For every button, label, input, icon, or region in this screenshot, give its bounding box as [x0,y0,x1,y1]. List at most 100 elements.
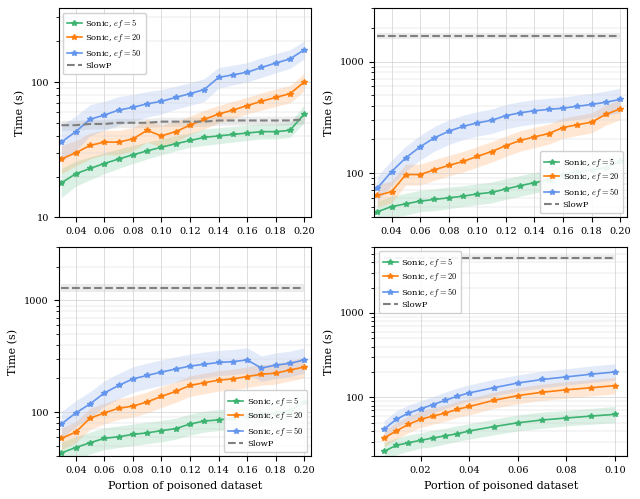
Sonic, $ef=20$ [143,127,151,133]
SlowP [157,119,165,125]
Sonic, $ef=50$ [531,108,538,114]
Line: Sonic, $ef=50$: Sonic, $ef=50$ [59,47,307,145]
SlowP [474,33,481,39]
Sonic, $ef=5$ [86,166,94,172]
Sonic, $ef=20$ [86,415,94,421]
Sonic, $ef=20$ [229,376,237,382]
Sonic, $ef=5$ [115,156,122,162]
Sonic, $ef=50$ [272,60,280,66]
Line: Sonic, $ef=5$: Sonic, $ef=5$ [381,412,618,454]
Sonic, $ef=50$ [559,105,567,111]
Sonic, $ef=50$ [300,47,308,53]
Sonic, $ef=5$ [602,165,610,171]
Sonic, $ef=5$ [459,193,467,199]
SlowP [200,285,208,291]
Sonic, $ef=50$ [214,359,222,365]
Sonic, $ef=50$ [538,376,546,382]
Sonic, $ef=20$ [115,139,122,145]
Sonic, $ef=20$ [559,125,567,131]
Line: Sonic, $ef=50$: Sonic, $ef=50$ [381,369,618,432]
Sonic, $ef=20$ [453,406,461,412]
Sonic, $ef=20$ [286,367,294,373]
Legend: Sonic, $ef=5$, Sonic, $ef=20$, Sonic, $ef=50$, SlowP: Sonic, $ef=5$, Sonic, $ef=20$, Sonic, $e… [378,251,461,313]
Sonic, $ef=5$ [611,411,619,417]
SlowP [229,285,237,291]
SlowP [229,117,237,123]
SlowP [404,255,412,261]
SlowP [538,255,546,261]
Sonic, $ef=50$ [257,365,265,371]
Sonic, $ef=20$ [257,371,265,377]
Sonic, $ef=50$ [229,359,237,365]
SlowP [373,33,381,39]
Sonic, $ef=5$ [229,415,237,421]
Sonic, $ef=5$ [172,426,180,432]
Sonic, $ef=50$ [143,372,151,378]
SlowP [380,255,388,261]
Sonic, $ef=20$ [417,416,424,422]
SlowP [402,33,410,39]
SlowP [300,116,308,122]
Sonic, $ef=50$ [392,416,400,422]
Sonic, $ef=50$ [129,104,137,110]
Sonic, $ef=50$ [243,69,251,75]
SlowP [58,122,65,128]
Line: Sonic, $ef=50$: Sonic, $ef=50$ [374,97,623,191]
Y-axis label: Time (s): Time (s) [8,329,19,375]
Sonic, $ef=20$ [157,133,165,139]
Sonic, $ef=5$ [143,430,151,436]
Y-axis label: Time (s): Time (s) [15,90,25,136]
SlowP [488,33,495,39]
SlowP [243,285,251,291]
Sonic, $ef=5$ [58,180,65,186]
Sonic, $ef=20$ [300,364,308,370]
Sonic, $ef=50$ [545,106,552,112]
SlowP [72,122,79,128]
SlowP [502,33,509,39]
Sonic, $ef=20$ [611,383,619,389]
Sonic, $ef=20$ [514,393,522,399]
Sonic, $ef=5$ [453,431,461,437]
Sonic, $ef=50$ [115,382,122,388]
Legend: Sonic, $ef=5$, Sonic, $ef=20$, Sonic, $ef=50$, SlowP: Sonic, $ef=5$, Sonic, $ef=20$, Sonic, $e… [540,151,623,213]
Sonic, $ef=50$ [502,113,509,119]
X-axis label: Portion of poisoned dataset: Portion of poisoned dataset [424,481,578,491]
Sonic, $ef=50$ [286,56,294,62]
Sonic, $ef=5$ [429,435,436,441]
Sonic, $ef=5$ [72,445,79,451]
Sonic, $ef=5$ [186,421,194,427]
SlowP [129,120,137,126]
Sonic, $ef=20$ [272,370,280,376]
Sonic, $ef=5$ [257,129,265,135]
Sonic, $ef=5$ [531,180,538,186]
Sonic, $ef=5$ [172,141,180,147]
Sonic, $ef=20$ [186,382,194,388]
SlowP [465,255,473,261]
Sonic, $ef=5$ [416,198,424,204]
Sonic, $ef=50$ [602,99,610,105]
Sonic, $ef=50$ [416,144,424,150]
Sonic, $ef=50$ [587,371,595,377]
Sonic, $ef=50$ [186,363,194,369]
Sonic, $ef=5$ [272,410,280,416]
SlowP [115,120,122,126]
Sonic, $ef=5$ [286,408,294,414]
Sonic, $ef=20$ [392,428,400,434]
Sonic, $ef=20$ [214,111,222,117]
SlowP [453,255,461,261]
Sonic, $ef=20$ [257,98,265,104]
SlowP [431,33,438,39]
Sonic, $ef=20$ [488,149,495,155]
Sonic, $ef=5$ [129,432,137,438]
Sonic, $ef=50$ [453,393,461,399]
Sonic, $ef=50$ [257,64,265,70]
SlowP [58,285,65,291]
SlowP [616,33,624,39]
SlowP [602,33,610,39]
Sonic, $ef=50$ [380,426,388,432]
Sonic, $ef=5$ [559,172,567,178]
Sonic, $ef=20$ [72,150,79,156]
SlowP [172,285,180,291]
Sonic, $ef=20$ [465,404,473,410]
Sonic, $ef=5$ [58,450,65,456]
